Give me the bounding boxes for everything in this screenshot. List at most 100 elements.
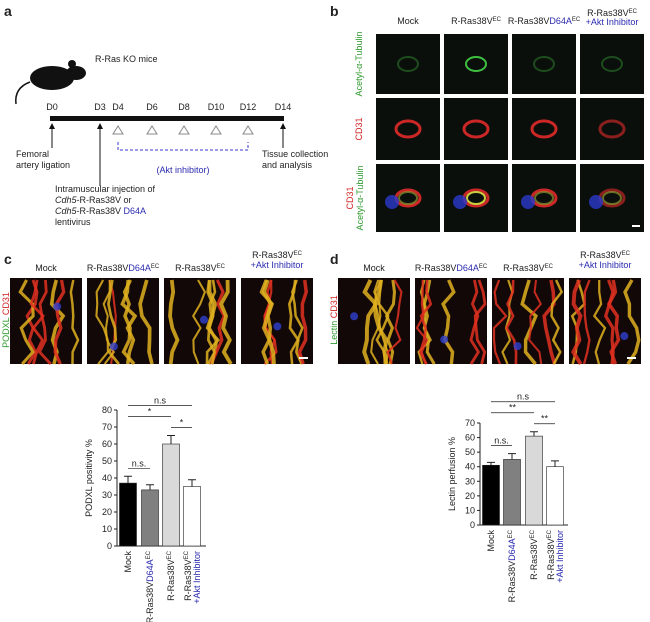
label-part: R-Ras38V <box>145 582 155 622</box>
label: R-Ras38VEC +Akt Inhibitor <box>183 550 202 603</box>
stain <box>601 56 623 72</box>
panel-letter: c <box>4 251 12 267</box>
vessel <box>37 279 52 365</box>
error-bar <box>188 479 196 487</box>
vessel <box>206 279 216 365</box>
stain <box>397 56 419 72</box>
label: R-Ras38VEC <box>503 263 554 273</box>
label-part: lentivirus <box>55 217 91 227</box>
nucleus <box>273 322 282 331</box>
nucleus <box>109 342 118 351</box>
label-part: EC <box>530 529 536 538</box>
micrograph <box>376 34 440 94</box>
label: CD31 <box>354 117 364 140</box>
micrograph <box>444 98 508 160</box>
nucleus <box>589 195 603 209</box>
y-tick-label: 10 <box>102 524 112 534</box>
label-part: EC <box>184 550 190 559</box>
dose-triangle <box>178 125 190 135</box>
nucleus <box>440 335 449 344</box>
arrow-head <box>49 123 55 129</box>
label-part: EC <box>545 264 554 270</box>
vessel <box>287 279 303 365</box>
label-part: +Akt Inhibitor <box>586 17 639 27</box>
label-part: EC <box>294 251 303 257</box>
mouse-icon <box>15 60 86 105</box>
label-part: EC <box>217 264 226 270</box>
vessel <box>415 279 428 365</box>
vessel <box>121 279 136 366</box>
label-part: artery ligation <box>16 160 70 170</box>
arrow-head <box>280 123 286 129</box>
micrograph <box>512 164 576 232</box>
label-part: +Akt Inhibitor <box>555 530 565 583</box>
bar <box>482 464 500 526</box>
label-part: D64A <box>507 538 517 561</box>
label: Mock <box>363 263 385 273</box>
label-part: Acetyl-α-Tubulin <box>355 166 365 231</box>
label-part: CD31 <box>329 295 339 321</box>
nucleus <box>350 312 359 321</box>
label-part: Cdh5 <box>55 206 78 216</box>
error-bar <box>487 461 495 466</box>
nucleus <box>620 332 629 341</box>
significance-label: ** <box>541 414 549 424</box>
stain <box>598 119 626 139</box>
vessel <box>218 279 233 365</box>
y-tick-label: 80 <box>102 405 112 415</box>
label-part: CD31 <box>1 292 11 318</box>
vessel <box>69 279 80 365</box>
label-part: EC <box>622 251 631 257</box>
stain <box>394 119 422 139</box>
vessel <box>384 279 396 365</box>
stain <box>465 56 487 72</box>
micrograph <box>580 98 644 160</box>
label-part: Mock <box>363 263 385 273</box>
day-label: D12 <box>240 102 257 112</box>
nucleus <box>521 195 535 209</box>
error-bar <box>551 460 559 467</box>
significance-label: n.s. <box>132 458 147 468</box>
label: R-Ras38VEC +Akt Inhibitor <box>579 250 632 270</box>
label-part: EC <box>629 9 638 15</box>
label-part: +Akt Inhibitor <box>251 260 304 270</box>
label-part: Mock <box>486 530 496 552</box>
vessel <box>168 279 180 365</box>
error-bar <box>124 475 132 484</box>
dose-triangle <box>146 125 158 135</box>
label-part: R-Ras38V <box>587 8 629 18</box>
dose-triangle <box>210 125 222 135</box>
vessel <box>53 279 66 365</box>
micrograph <box>512 34 576 94</box>
nucleus <box>53 302 62 311</box>
day-label: D0 <box>46 102 58 112</box>
label-part: R-Ras38V <box>87 263 129 273</box>
y-tick-label: 20 <box>465 491 475 501</box>
vessel <box>25 279 39 365</box>
label: Mock <box>123 551 133 573</box>
vessel <box>418 279 433 365</box>
label-part: R-Ras38V <box>503 263 545 273</box>
y-tick-label: 70 <box>102 422 112 432</box>
label-part: Tissue collection <box>262 149 328 159</box>
label-part: EC <box>572 17 581 23</box>
label: PODXL CD31 <box>1 292 11 348</box>
timeline <box>50 116 284 121</box>
y-tick-label: 30 <box>102 490 112 500</box>
label: R-Ras38VD64AEC <box>145 550 155 622</box>
vessel <box>473 279 487 365</box>
vessel <box>209 279 226 365</box>
label: CD31Acetyl-α-Tubulin <box>345 166 365 231</box>
label-part: D64A <box>549 16 572 26</box>
y-tick-label: 50 <box>102 456 112 466</box>
label-part: EC <box>508 529 514 538</box>
vessel <box>592 279 607 365</box>
vessel <box>386 279 403 365</box>
bar <box>503 459 521 526</box>
error-bar <box>167 435 175 444</box>
micrograph <box>444 164 508 232</box>
panel-letter: b <box>330 3 339 19</box>
vessel <box>259 279 275 365</box>
label-part: R-Ras38V <box>546 538 556 580</box>
day-label: D8 <box>178 102 190 112</box>
